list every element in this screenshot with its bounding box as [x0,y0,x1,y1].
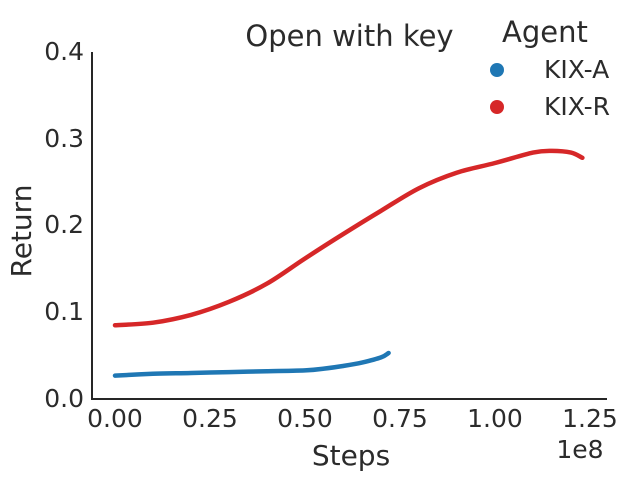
y-tick-label: 0.3 [44,124,84,153]
series-line-kix-r [112,148,585,328]
x-tick-label: 0.00 [87,404,143,433]
legend-item: KIX-A [490,55,609,85]
legend-item: KIX-R [490,92,610,122]
x-tick-label: 1.00 [467,404,523,433]
legend-title: Agent [502,15,588,49]
x-tick-label: 0.75 [372,404,428,433]
kix-r-marker-icon [490,100,504,114]
x-tick-label: 1.25 [562,404,618,433]
y-tick-label: 0.0 [44,384,84,413]
legend-item-label: KIX-A [544,55,610,84]
y-tick-label: 0.1 [44,297,84,326]
y-tick-label: 0.2 [44,210,84,239]
kix-a-marker-icon [490,63,504,77]
y-axis-label: Return [5,184,38,278]
legend-item-label: KIX-R [544,92,611,121]
series-lines [112,148,585,378]
x-tick-label: 0.50 [277,404,333,433]
y-tick-label: 0.4 [44,37,84,66]
x-tick-label: 0.25 [182,404,238,433]
series-line-kix-a [112,350,391,378]
chart-title: Open with key [245,19,454,53]
x-axis-offset-label: 1e8 [556,435,604,464]
x-axis-label: Steps [311,439,391,472]
